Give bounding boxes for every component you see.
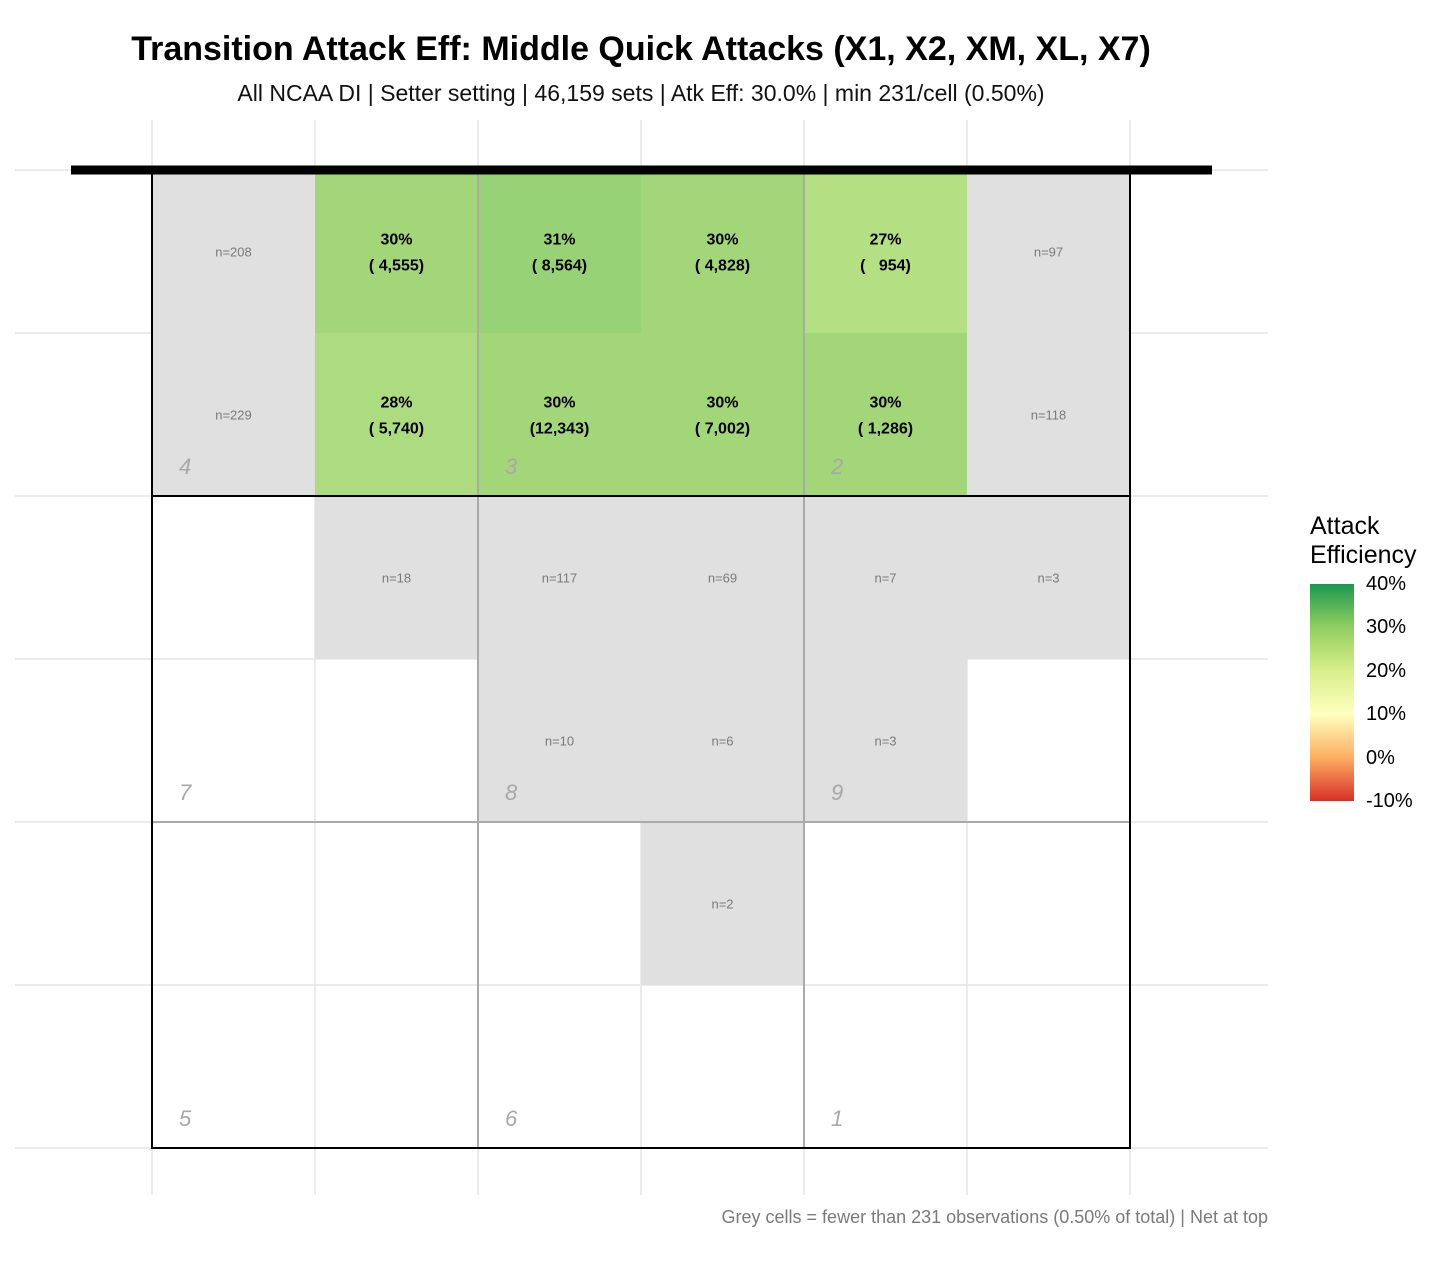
zone-number-label: 5 <box>179 1106 192 1131</box>
cell-efficiency-label: 31% <box>543 232 575 249</box>
cell-sample-label: n=117 <box>542 571 578 586</box>
legend-tick: -10% <box>1366 790 1413 812</box>
cell-count-label: ( 4,828) <box>695 258 750 275</box>
chart-subtitle: All NCAA DI | Setter setting | 46,159 se… <box>237 80 1045 106</box>
chart-title: Transition Attack Eff: Middle Quick Atta… <box>131 30 1151 68</box>
heatmap-cell <box>478 333 641 496</box>
heatmap-cell <box>804 333 967 496</box>
cell-count-label: ( 5,740) <box>369 421 424 438</box>
cell-efficiency-label: 30% <box>706 395 738 412</box>
legend-tick: 30% <box>1366 616 1407 638</box>
zone-number-label: 1 <box>831 1106 843 1131</box>
cell-sample-label: n=7 <box>874 571 896 586</box>
zone-number-label: 4 <box>179 454 191 479</box>
cell-sample-label: n=118 <box>1031 408 1067 423</box>
cell-sample-label: n=69 <box>708 571 737 586</box>
heatmap-cell <box>478 496 641 659</box>
legend-tick: 20% <box>1366 660 1407 682</box>
heatmap-cell <box>967 333 1130 496</box>
cell-efficiency-label: 30% <box>706 232 738 249</box>
legend-tick: 10% <box>1366 703 1407 725</box>
legend-title-line2: Efficiency <box>1310 541 1417 569</box>
cell-sample-label: n=3 <box>1037 571 1059 586</box>
cell-efficiency-label: 30% <box>543 395 575 412</box>
cell-sample-label: n=3 <box>874 734 896 749</box>
heatmap-cell <box>315 496 478 659</box>
zone-number-label: 3 <box>505 454 518 479</box>
heatmap-cell <box>152 333 315 496</box>
cell-sample-label: n=10 <box>545 734 574 749</box>
heatmap-cell <box>641 333 804 496</box>
zone-number-label: 6 <box>505 1106 518 1131</box>
cell-efficiency-label: 30% <box>869 395 901 412</box>
cell-efficiency-label: 28% <box>380 395 412 412</box>
heatmap-cell <box>641 496 804 659</box>
heatmap-cell <box>315 170 478 333</box>
heatmap-cell <box>152 170 315 333</box>
cell-sample-label: n=97 <box>1034 245 1063 260</box>
cell-count-label: ( 7,002) <box>695 421 750 438</box>
cell-count-label: ( 8,564) <box>532 258 587 275</box>
cell-count-label: ( 1,286) <box>858 421 913 438</box>
cell-count-label: (12,343) <box>530 421 590 438</box>
zone-number-label: 8 <box>505 780 518 805</box>
heatmap-cell <box>967 170 1130 333</box>
legend-tick: 40% <box>1366 573 1407 595</box>
cell-count-label: ( 4,555) <box>369 258 424 275</box>
cell-efficiency-label: 30% <box>380 232 412 249</box>
zone-number-label: 9 <box>831 780 843 805</box>
legend-tick: 0% <box>1366 747 1395 769</box>
color-legend: Attack Efficiency 40% 30% 20% 10% 0% -10… <box>1310 512 1450 812</box>
heatmap-cell <box>804 496 967 659</box>
legend-title-line1: Attack <box>1310 512 1380 540</box>
heatmap-cell <box>478 659 641 822</box>
heatmap-cell <box>967 496 1130 659</box>
cell-sample-label: n=18 <box>382 571 411 586</box>
legend-colorbar <box>1310 584 1354 801</box>
heatmap-cell <box>804 659 967 822</box>
heatmap-cell <box>641 170 804 333</box>
cell-count-label: ( 954) <box>860 258 911 275</box>
chart-caption: Grey cells = fewer than 231 observations… <box>721 1207 1268 1227</box>
cell-sample-label: n=229 <box>215 408 252 423</box>
cell-sample-label: n=208 <box>215 245 252 260</box>
cell-sample-label: n=2 <box>711 897 733 912</box>
cell-efficiency-label: 27% <box>869 232 901 249</box>
heatmap-cell <box>478 170 641 333</box>
zone-number-label: 2 <box>830 454 843 479</box>
heatmap-cell <box>315 333 478 496</box>
heatmap-cell <box>804 170 967 333</box>
cell-sample-label: n=6 <box>711 734 733 749</box>
heatmap-cell <box>641 659 804 822</box>
heatmap-cell <box>641 822 804 985</box>
zone-number-label: 7 <box>179 780 192 805</box>
